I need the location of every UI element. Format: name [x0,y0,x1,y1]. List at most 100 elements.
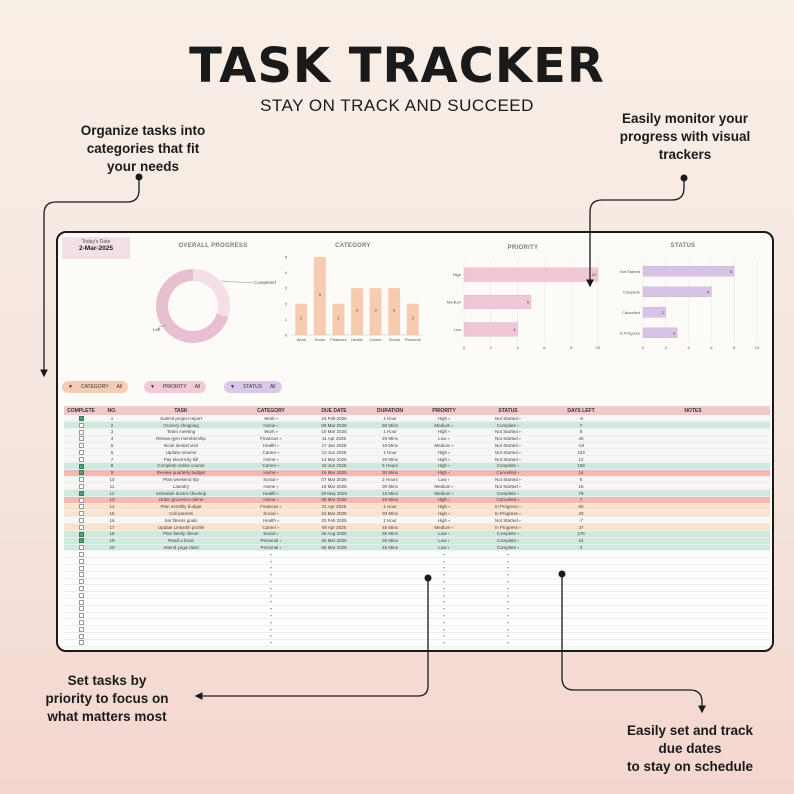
cell-priority[interactable]: Medium ▾ [418,489,470,498]
cell-notes[interactable] [616,530,770,538]
complete-checkbox[interactable] [78,599,84,605]
cell-priority[interactable]: Medium ▾ [418,442,470,450]
cell-priority[interactable]: Medium ▾ [418,523,470,532]
complete-checkbox[interactable] [78,545,84,550]
cell-status[interactable]: Not Started ▾ [470,415,546,423]
table-row-empty[interactable]: ▾ ▾ ▾ [64,639,770,647]
cell-status[interactable]: Not Started ▾ [470,442,546,450]
cell-priority[interactable]: High ▾ [418,516,470,525]
table-row[interactable]: 19 Read a book Personal ▾ 26 Mar 2025 30 Min… [64,537,770,545]
cell-category[interactable]: Home ▾ [236,482,306,491]
complete-checkbox[interactable] [78,511,84,516]
complete-checkbox[interactable] [78,524,84,530]
table-row[interactable]: 11 Laundry Home ▾ 18 Mar 2025 30 Mins Medium … [64,482,770,491]
cell-notes[interactable] [616,421,770,430]
complete-checkbox[interactable] [78,551,84,557]
cell-status[interactable]: Not Started ▾ [470,455,546,464]
complete-checkbox[interactable] [78,450,84,455]
cell-priority[interactable]: Low ▾ [418,435,470,443]
cell-notes[interactable] [616,476,770,484]
table-row[interactable]: 13 Order groceries online Home ▾ 09 Mar 202… [64,496,770,504]
cell-category[interactable]: Career ▾ [236,448,306,457]
complete-checkbox[interactable] [78,484,84,489]
cell-category[interactable]: Health ▾ [236,442,306,450]
complete-checkbox[interactable] [78,463,84,469]
complete-checkbox[interactable] [78,429,84,435]
cell-category[interactable]: Home ▾ [236,496,306,504]
complete-checkbox[interactable] [78,415,84,421]
table-row[interactable]: 2 Grocery shopping Home ▾ 09 Mar 2025 90 Min… [64,421,770,430]
cell-priority[interactable]: High ▾ [418,462,470,470]
table-row-empty[interactable]: ▾ ▾ ▾ [64,557,770,566]
complete-checkbox[interactable] [78,619,84,625]
cell-notes[interactable] [616,503,770,511]
cell-notes[interactable] [616,544,770,552]
complete-checkbox[interactable] [78,538,84,544]
table-row-empty[interactable]: ▾ ▾ ▾ [64,618,770,627]
table-row[interactable]: 20 Attend yoga class Personal ▾ 05 Mar 2025… [64,544,770,552]
cell-status[interactable]: Complete ▾ [470,489,546,498]
table-row-empty[interactable]: ▾ ▾ ▾ [64,632,770,640]
complete-checkbox[interactable] [78,633,84,639]
complete-checkbox[interactable] [78,626,84,632]
table-row[interactable]: 3 Team meeting Work ▾ 10 Mar 2025 1 Hour High… [64,428,770,436]
cell-status[interactable]: Cancelled ▾ [470,469,546,477]
cell-priority[interactable]: Low ▾ [418,537,470,545]
cell-category[interactable]: Finances ▾ [236,503,306,511]
cell-category[interactable]: Social ▾ [236,510,306,518]
complete-checkbox[interactable] [78,572,84,578]
table-row-empty[interactable]: ▾ ▾ ▾ [64,584,770,593]
cell-category[interactable]: Home ▾ [236,469,306,477]
complete-checkbox[interactable] [78,518,84,523]
table-row-empty[interactable]: ▾ ▾ ▾ [64,578,770,586]
cell-notes[interactable] [616,516,770,525]
cell-notes[interactable] [616,428,770,436]
table-row[interactable]: 17 Update LinkedIn profile Career ▾ 08 Apr … [64,523,770,532]
cell-status[interactable]: Complete ▾ [470,537,546,545]
complete-checkbox[interactable] [78,456,84,462]
cell-status[interactable]: Complete ▾ [470,421,546,430]
complete-checkbox[interactable] [78,592,84,598]
table-row[interactable]: 8 Complete online course Career ▾ 18 Jun 20… [64,462,770,470]
cell-status[interactable]: Not Started ▾ [470,516,546,525]
cell-notes[interactable] [616,482,770,491]
cell-priority[interactable]: High ▾ [418,448,470,457]
cell-category[interactable]: Personal ▾ [236,544,306,552]
cell-status[interactable]: Not Started ▾ [470,482,546,491]
table-row-empty[interactable]: ▾ ▾ ▾ [64,591,770,600]
complete-checkbox[interactable] [78,613,84,618]
table-row[interactable]: 5 Book dentist visit Health ▾ 17 Jan 2025 10… [64,442,770,450]
cell-category[interactable]: Social ▾ [236,530,306,538]
table-row[interactable]: 6 Update resume Career ▾ 13 Jun 2025 1 Hour H… [64,448,770,457]
cell-status[interactable]: Not Started ▾ [470,428,546,436]
complete-checkbox[interactable] [78,436,84,442]
cell-category[interactable]: Personal ▾ [236,537,306,545]
cell-status[interactable]: Not Started ▾ [470,435,546,443]
filter-category[interactable]: ▼ CATEGORY All [62,381,129,393]
cell-priority[interactable]: High ▾ [418,415,470,423]
cell-notes[interactable] [616,415,770,423]
complete-checkbox[interactable] [78,558,84,564]
cell-priority[interactable]: Low ▾ [418,544,470,552]
complete-checkbox[interactable] [78,443,84,449]
cell-status[interactable]: Complete ▾ [470,530,546,538]
cell-notes[interactable] [616,455,770,464]
cell-priority[interactable]: High ▾ [418,510,470,518]
cell-category[interactable]: Career ▾ [236,462,306,470]
cell-priority[interactable]: Low ▾ [418,530,470,538]
table-row-empty[interactable]: ▾ ▾ ▾ [64,598,770,606]
table-row[interactable]: 4 Renew gym membership Finances ▾ 11 Apr 20… [64,435,770,443]
cell-notes[interactable] [616,435,770,443]
cell-status[interactable]: In Progress ▾ [470,523,546,532]
complete-checkbox[interactable] [78,470,84,476]
cell-notes[interactable] [616,462,770,470]
complete-checkbox[interactable] [78,640,84,646]
cell-priority[interactable]: High ▾ [418,503,470,511]
complete-checkbox[interactable] [78,565,84,571]
cell-notes[interactable] [616,537,770,545]
table-row[interactable]: 10 Plan weekend trip Social ▾ 07 Mar 2025 2 … [64,476,770,484]
cell-notes[interactable] [616,448,770,457]
cell-priority[interactable]: High ▾ [418,428,470,436]
cell-notes[interactable] [616,489,770,498]
complete-checkbox[interactable] [78,477,84,482]
